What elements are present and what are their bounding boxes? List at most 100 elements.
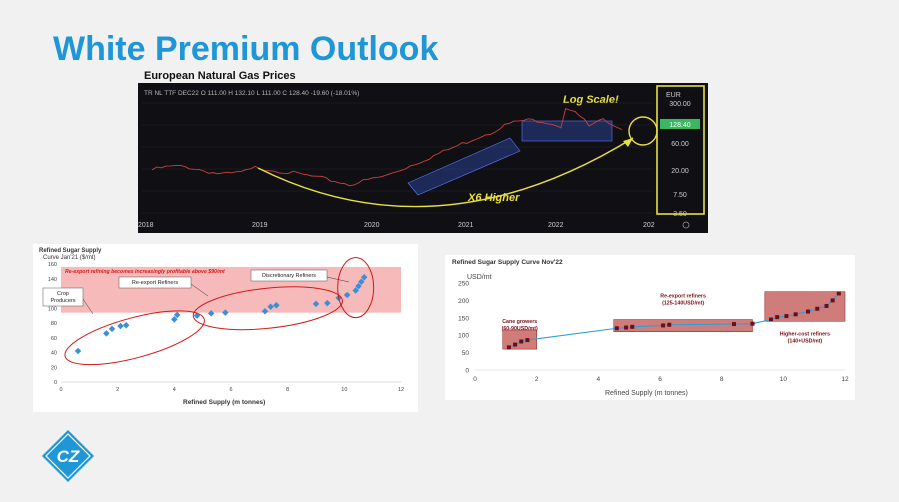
s2-point (830, 298, 835, 303)
s1-y-tick: 100 (48, 306, 57, 312)
slide-title: White Premium Outlook (53, 30, 439, 68)
s2-ylabel: USD/mt (467, 274, 492, 281)
s1-point (171, 316, 178, 323)
s1-y-tick: 20 (51, 365, 57, 371)
reexport-box (613, 319, 753, 332)
s1-point (117, 322, 124, 330)
gas-x-tick: 202 (643, 222, 655, 229)
gas-x-tick: 2021 (458, 222, 474, 229)
trend-channel-1 (407, 137, 521, 196)
s2-point (775, 315, 780, 320)
log-scale-annotation: Log Scale! (563, 94, 619, 106)
s1-xlabel: Refined Supply (m tonnes) (183, 399, 265, 406)
higher-cost-label: (140+USD/mt) (788, 339, 823, 345)
gas-x-tick: 2019 (252, 222, 268, 229)
s2-point (784, 314, 789, 319)
company-logo: CZ (40, 428, 96, 489)
settings-icon[interactable] (682, 221, 690, 229)
higher-cost-label: Higher-cost refiners (780, 332, 830, 338)
s2-y-tick: 50 (462, 350, 470, 357)
s2-y-tick: 0 (465, 368, 469, 375)
crop-box (42, 287, 84, 307)
gas-price-line (151, 108, 623, 187)
gas-y-tick: 7.50 (673, 192, 687, 199)
s2-y-tick: 250 (458, 281, 469, 288)
s2-x-tick: 12 (841, 376, 849, 383)
gas-price-chart: TR NL TTF DEC22 O 111.00 H 132.10 L 111.… (138, 83, 708, 233)
s2-title: Refined Sugar Supply Curve Nov'22 (452, 259, 563, 266)
arrow-head (623, 138, 633, 147)
crop-ellipse (64, 310, 205, 366)
s1-y-tick: 60 (51, 336, 57, 342)
s1-y-tick: 0 (54, 380, 57, 386)
s2-point (614, 326, 619, 331)
s2-y-tick: 100 (458, 333, 469, 340)
s1-title-line2: Curve Jan'21 ($/mt) (43, 255, 96, 261)
gas-x-tick: 2020 (364, 222, 380, 229)
gas-y-tick: 20.00 (671, 168, 689, 175)
discretionary-leader (326, 276, 350, 283)
s1-x-tick: 12 (398, 387, 404, 393)
s2-y-tick: 200 (458, 298, 469, 305)
s2-point (519, 339, 524, 344)
cane-growers-label: (60-90USD/mt) (502, 326, 538, 332)
s2-x-tick: 6 (658, 376, 662, 383)
reexport-label: (125-140USD/mt) (662, 300, 704, 306)
band-note: Re-export refining becomes increasingly … (65, 269, 225, 275)
sugar-jan21-panel: Refined Sugar Supply Curve Jan'21 ($/mt)… (33, 244, 418, 412)
cane-growers-label: Cane growers (502, 319, 537, 325)
s2-point (769, 317, 773, 322)
s1-y-tick: 80 (51, 321, 57, 327)
trend-channel-2 (521, 120, 613, 142)
s2-point (750, 321, 755, 326)
gas-x-tick: 2018 (138, 222, 154, 229)
s1-x-tick: 8 (286, 387, 289, 393)
reexport-ellipse (192, 286, 343, 331)
s1-y-tick: 160 (48, 262, 57, 268)
currency-label: EUR (666, 92, 681, 99)
discretionary-ellipse (337, 257, 375, 319)
s1-point (273, 302, 280, 309)
s1-x-tick: 10 (341, 387, 347, 393)
s2-xlabel: Refined Supply (m tonnes) (605, 390, 688, 397)
x6-arc-arrow (257, 137, 634, 208)
s1-point (222, 309, 229, 316)
s1-point (103, 330, 110, 337)
gas-y-tick: 60.00 (671, 141, 689, 148)
s2-point (525, 338, 530, 343)
s2-point (793, 312, 798, 317)
s1-y-tick: 140 (48, 277, 57, 283)
s1-x-tick: 6 (229, 387, 232, 393)
s2-point (630, 324, 635, 329)
s2-y-tick: 150 (458, 315, 469, 322)
price-highlight-circle (628, 116, 658, 146)
axis-highlight-box (656, 85, 705, 215)
s1-point (324, 299, 331, 307)
s1-x-tick: 4 (173, 387, 176, 393)
s2-x-tick: 2 (535, 376, 539, 383)
ticker-line: TR NL TTF DEC22 O 111.00 H 132.10 L 111.… (144, 90, 359, 97)
s2-x-tick: 0 (473, 376, 477, 383)
crop-leader (82, 298, 94, 315)
s2-point (806, 309, 810, 314)
discretionary-label: Discretionary Refiners (262, 273, 316, 279)
s2-point (513, 342, 518, 347)
reexport-label: Re-export Refiners (132, 280, 178, 286)
crop-label: Crop (57, 291, 69, 297)
s1-y-tick: 40 (51, 351, 57, 357)
s1-x-tick: 2 (116, 387, 119, 393)
s2-point (661, 323, 666, 328)
sugar-nov22-panel: Refined Sugar Supply Curve Nov'22 USD/mt… (445, 255, 855, 400)
crop-label: Producers (50, 298, 75, 304)
s1-point (108, 325, 116, 333)
logo-text: CZ (57, 447, 80, 466)
reexport-box (118, 276, 192, 289)
s2-point (836, 291, 841, 296)
reexport-label: Re-export refiners (660, 293, 706, 299)
gas-chart-caption: European Natural Gas Prices (144, 70, 296, 82)
s2-x-tick: 10 (780, 376, 788, 383)
s1-point (122, 321, 130, 329)
s1-point (355, 282, 362, 290)
gas-y-tick: 300.00 (669, 101, 691, 108)
discretionary-box (250, 269, 328, 282)
